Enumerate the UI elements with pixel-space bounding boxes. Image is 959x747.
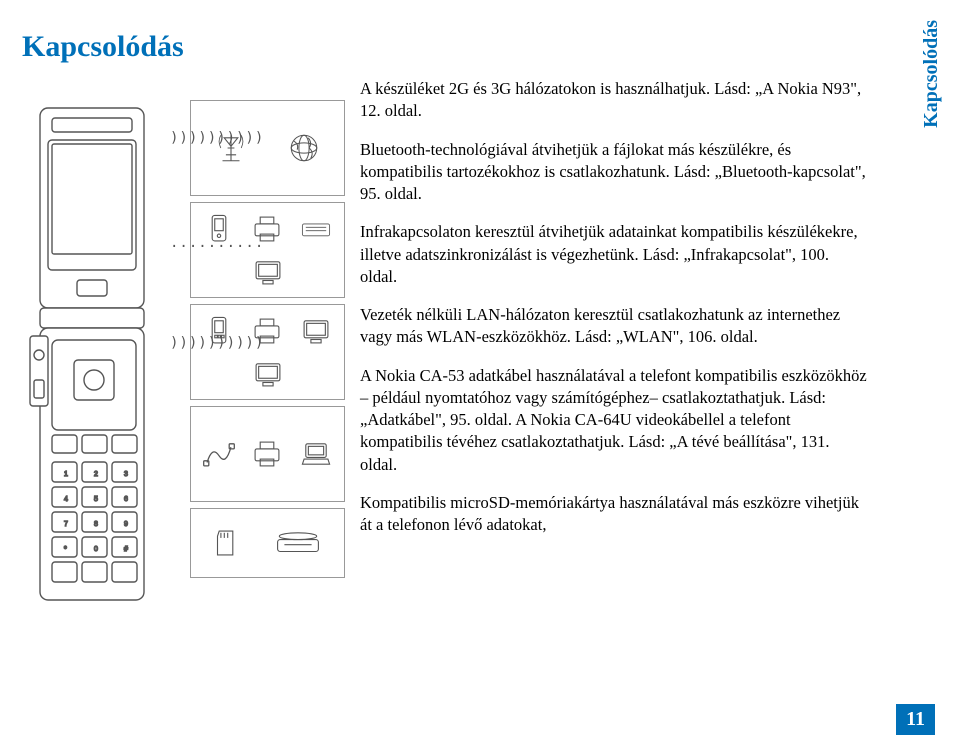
laptop-icon	[297, 437, 335, 471]
svg-text:4: 4	[64, 496, 68, 503]
icon-column	[190, 100, 345, 584]
cell-infrared	[190, 202, 345, 298]
monitor2-icon	[297, 314, 335, 348]
svg-text:7: 7	[64, 521, 68, 528]
page-number: 11	[896, 704, 935, 735]
text-column: A készüléket 2G és 3G hálózatokon is has…	[360, 78, 870, 553]
pda-icon	[200, 212, 238, 246]
sdcard-icon	[207, 526, 245, 560]
para-cable: A Nokia CA-53 adatkábel használatával a …	[360, 365, 870, 476]
svg-text:2: 2	[94, 471, 98, 478]
svg-text:6: 6	[124, 496, 128, 503]
antenna-icon	[212, 131, 250, 165]
reader-icon	[268, 526, 328, 560]
page-title: Kapcsolódás	[22, 30, 184, 64]
side-title: Kapcsolódás	[920, 20, 943, 128]
pda2-icon	[200, 314, 238, 348]
monitor3-icon	[249, 357, 287, 391]
globe-icon	[285, 131, 323, 165]
cell-cable	[190, 406, 345, 502]
svg-text:0: 0	[94, 546, 98, 553]
keyboard-icon	[297, 212, 335, 246]
svg-text:5: 5	[94, 496, 98, 503]
printer3-icon	[248, 437, 286, 471]
cell-microsd	[190, 508, 345, 578]
para-microsd: Kompatibilis microSD-memóriakártya haszn…	[360, 492, 870, 537]
phone-illustration: 1 2 3 4 5 6 7 8 9 * 0 #	[22, 100, 162, 610]
para-infrared: Infrakapcsolaton keresztül átvihetjük ad…	[360, 221, 870, 288]
printer-icon	[248, 212, 286, 246]
svg-text:*: *	[64, 546, 67, 553]
monitor-icon	[249, 255, 287, 289]
para-wlan: Vezeték nélküli LAN-hálózaton keresztül …	[360, 304, 870, 349]
cable-icon	[200, 437, 238, 471]
para-bluetooth: Bluetooth-technológiával átvihetjük a fá…	[360, 139, 870, 206]
svg-text:1: 1	[64, 471, 68, 478]
svg-text:8: 8	[94, 521, 98, 528]
svg-text:3: 3	[124, 471, 128, 478]
cell-wlan	[190, 304, 345, 400]
cell-cellular	[190, 100, 345, 196]
svg-text:9: 9	[124, 521, 128, 528]
printer2-icon	[248, 314, 286, 348]
svg-text:#: #	[124, 546, 128, 553]
para-cellular: A készüléket 2G és 3G hálózatokon is has…	[360, 78, 870, 123]
